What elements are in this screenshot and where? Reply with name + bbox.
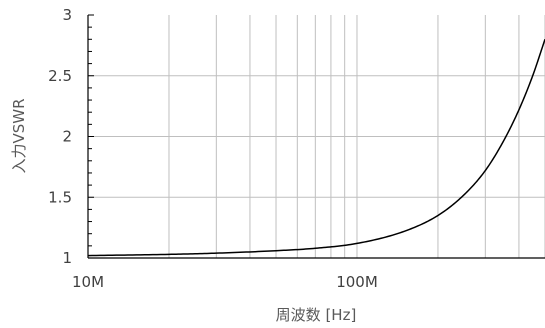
tick-labels: 1 1.5 2 2.5 3 10M 100M <box>48 6 378 291</box>
x-tick-label: 100M <box>336 273 378 291</box>
axes <box>87 14 545 259</box>
x-axis-title: 周波数 [Hz] <box>276 306 357 324</box>
vswr-series-line <box>87 39 545 257</box>
y-axis-title: 入力VSWR <box>10 98 28 173</box>
y-tick-label: 2.5 <box>48 67 72 85</box>
series-layer <box>87 39 545 257</box>
y-tick-label: 1 <box>62 249 72 267</box>
y-tick-label: 3 <box>62 6 72 24</box>
grid-lines <box>88 15 545 258</box>
x-tick-label: 10M <box>72 273 104 291</box>
y-tick-label: 2 <box>62 128 72 146</box>
y-tick-label: 1.5 <box>48 188 72 206</box>
